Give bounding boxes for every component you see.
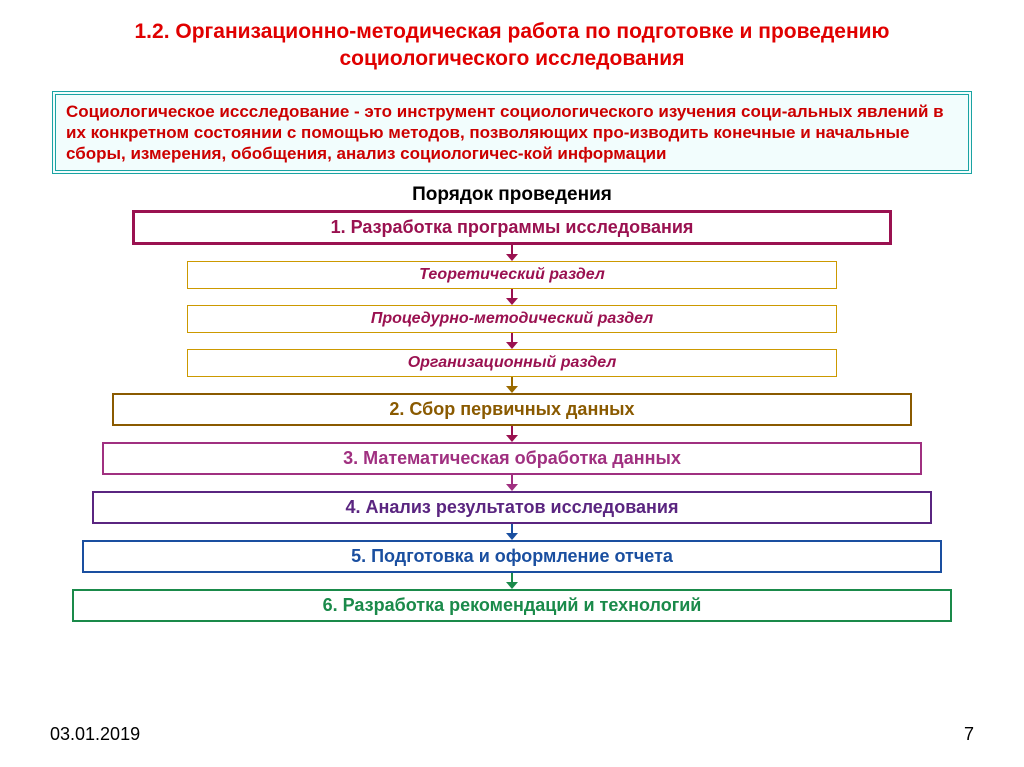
flow-step: Организационный раздел — [187, 349, 837, 377]
flow-step: 2. Сбор первичных данных — [112, 393, 912, 426]
flow-step: Теоретический раздел — [187, 261, 837, 289]
flow-step: 5. Подготовка и оформление отчета — [82, 540, 942, 573]
procedure-subheader: Порядок проведения — [40, 184, 984, 206]
flow-arrow — [503, 289, 521, 305]
flow-step: 3. Математическая обработка данных — [102, 442, 922, 475]
flowchart-container: 1. Разработка программы исследования Тео… — [40, 210, 984, 622]
footer: 03.01.2019 7 — [50, 724, 974, 745]
flow-arrow — [503, 377, 521, 393]
flow-step: 1. Разработка программы исследования — [132, 210, 892, 245]
flow-arrow — [503, 573, 521, 589]
footer-page: 7 — [964, 724, 974, 745]
flow-arrow — [503, 426, 521, 442]
page-title: 1.2. Организационно-методическая работа … — [40, 18, 984, 73]
flow-step: 4. Анализ результатов исследования — [92, 491, 932, 524]
definition-box: Социологическое иссследование - это инст… — [52, 91, 972, 175]
flow-arrow — [503, 333, 521, 349]
flow-step: Процедурно-методический раздел — [187, 305, 837, 333]
footer-date: 03.01.2019 — [50, 724, 140, 745]
flow-arrow — [503, 524, 521, 540]
flow-arrow — [503, 475, 521, 491]
flow-arrow — [503, 245, 521, 261]
flow-step: 6. Разработка рекомендаций и технологий — [72, 589, 952, 622]
